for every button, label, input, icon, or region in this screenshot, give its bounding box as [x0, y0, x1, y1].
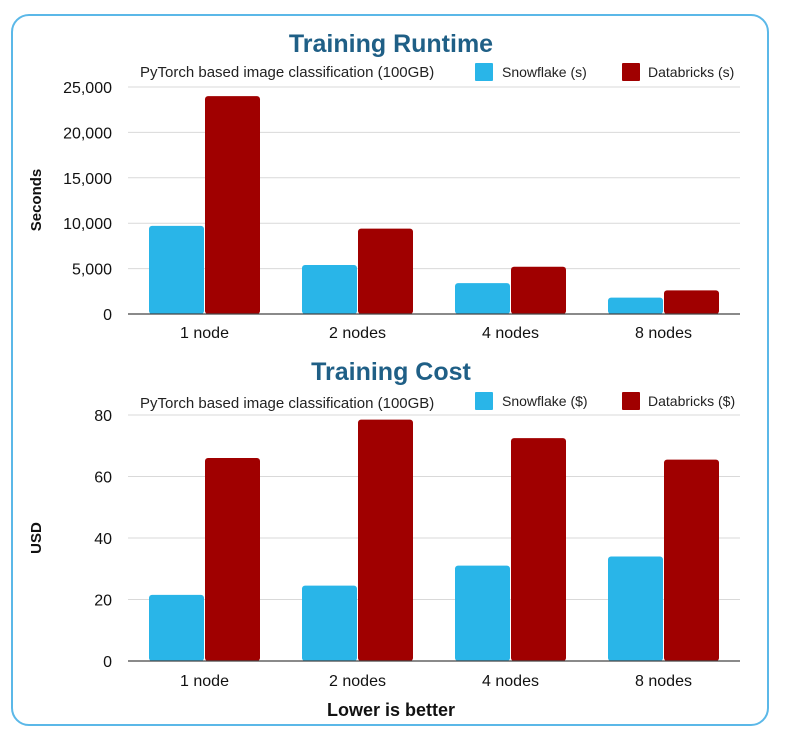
chart-2-x-tick-label: 8 nodes [635, 673, 692, 690]
chart-2-legend-swatch-2 [622, 392, 640, 410]
chart-1-legend-label-2: Databricks (s) [648, 64, 734, 80]
chart-2-bar-databricks-4 [664, 459, 719, 661]
chart-2-bar-databricks-3 [511, 438, 566, 661]
chart-2-bar-databricks-2 [358, 419, 413, 661]
chart-1-y-tick-label: 0 [103, 307, 112, 324]
chart-1-y-tick-label: 5,000 [72, 262, 112, 279]
chart-1-x-tick-label: 2 nodes [329, 325, 386, 342]
chart-1-bar-databricks-1 [205, 96, 260, 314]
chart-2-x-tick-label: 4 nodes [482, 673, 539, 690]
chart-1-y-tick-label: 15,000 [63, 171, 112, 188]
chart-2-legend-label-2: Databricks ($) [648, 393, 735, 409]
chart-2-title: Training Cost [311, 358, 471, 386]
chart-2-y-axis-label: USD [28, 522, 45, 554]
chart-1-bar-databricks-4 [664, 290, 719, 314]
chart-2-y-tick-label: 20 [94, 593, 112, 610]
chart-2-x-tick-label: 1 node [180, 673, 229, 690]
chart-2-bar-snowflake-4 [608, 556, 663, 661]
chart-1-legend-swatch-1 [475, 63, 493, 81]
chart-1-bar-snowflake-3 [455, 283, 510, 314]
chart-1-x-tick-label: 8 nodes [635, 325, 692, 342]
chart-2-subtitle: PyTorch based image classification (100G… [140, 395, 434, 412]
chart-1-legend-label-1: Snowflake (s) [502, 64, 587, 80]
chart-1-x-tick-label: 1 node [180, 325, 229, 342]
chart-1-y-tick-label: 25,000 [63, 80, 112, 97]
chart-2-y-tick-label: 80 [94, 408, 112, 425]
chart-1-bar-databricks-3 [511, 266, 566, 314]
chart-1-bar-snowflake-4 [608, 297, 663, 314]
chart-2-legend-swatch-1 [475, 392, 493, 410]
chart-2-y-tick-label: 40 [94, 531, 112, 548]
chart-1-y-tick-label: 10,000 [63, 216, 112, 233]
chart-2-legend-label-1: Snowflake ($) [502, 393, 588, 409]
chart-2-bar-snowflake-1 [149, 594, 204, 661]
chart-1-bar-snowflake-2 [302, 264, 357, 314]
chart-2-bar-snowflake-3 [455, 565, 510, 661]
chart-1-x-tick-label: 4 nodes [482, 325, 539, 342]
chart-1-subtitle: PyTorch based image classification (100G… [140, 64, 434, 81]
chart-1-legend-swatch-2 [622, 63, 640, 81]
footer-label: Lower is better [327, 700, 455, 720]
chart-1-y-tick-label: 20,000 [63, 125, 112, 142]
chart-2-bar-snowflake-2 [302, 585, 357, 661]
chart-1-bar-databricks-2 [358, 228, 413, 314]
chart-2-y-tick-label: 0 [103, 654, 112, 671]
chart-1-title: Training Runtime [289, 30, 493, 58]
chart-2-x-tick-label: 2 nodes [329, 673, 386, 690]
chart-2-bar-databricks-1 [205, 458, 260, 661]
chart-1-y-axis-label: Seconds [28, 169, 45, 232]
chart-1-bar-snowflake-1 [149, 225, 204, 314]
chart-2-y-tick-label: 60 [94, 470, 112, 487]
